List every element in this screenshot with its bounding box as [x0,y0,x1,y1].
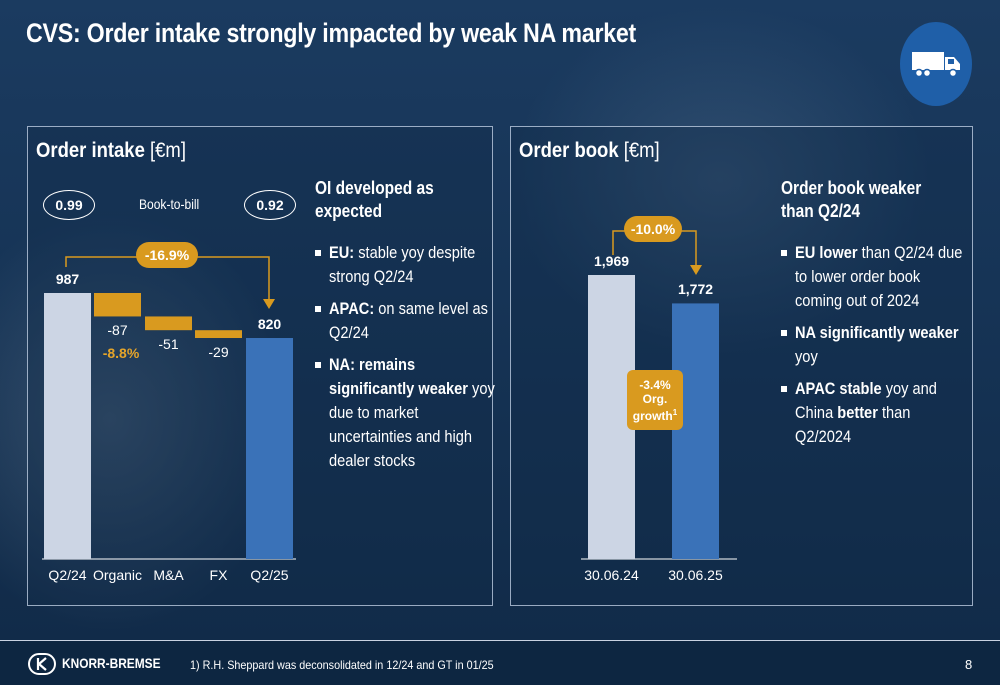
knorr-bremse-logo-icon [28,653,56,675]
btb-end-badge: 0.92 [244,190,296,220]
ob-category-30-06-24: 30.06.24 [584,567,639,583]
ob-value-30-06-24: 1,969 [593,253,630,269]
organic-pct-label: -8.8% [102,345,140,361]
ob-commentary: Order book weaker than Q2/24 EU lower th… [781,177,971,457]
oi-change-pill: -16.9% [136,242,198,268]
oi-bar-q2-25 [246,338,293,559]
order-intake-title-unit: [€m] [144,139,186,162]
oi-bar-q2-24 [44,293,91,559]
ob-bar-30-06-25 [672,303,719,559]
oi-bar-m-a [145,316,192,331]
order-intake-panel: Order intake [€m] 0.99 Book-to-bill 0.92… [27,126,495,606]
page-number: 8 [965,657,973,672]
org-growth-label: Org. [642,391,668,406]
oi-category-m-a: M&A [153,567,184,583]
org-growth-label2: growth [632,408,673,423]
oi-value-q2-24: 987 [55,271,80,287]
ob-value-30-06-25: 1,772 [677,281,714,298]
oi-value-organic: -87 [107,322,128,339]
btb-start-badge: 0.99 [43,190,95,220]
ob-bullet-eu: EU lower than Q2/24 due to lower order b… [781,241,971,313]
oi-bullet-na: NA: remains significantly weaker yoy due… [315,353,495,473]
oi-bar-fx [195,330,242,339]
org-growth-footnote-ref: 1 [672,407,678,417]
order-book-panel: Order book [€m] -10.0% 1,969 30.06.24 1,77… [510,126,973,606]
order-intake-title-bold: Order intake [36,139,145,162]
btb-label: Book-to-bill [139,196,200,212]
oi-value-q2-25: 820 [257,316,282,332]
ob-bullet-na: NA significantly weaker yoy [781,321,971,369]
oi-category-fx: FX [209,567,228,583]
footnote: 1) R.H. Sheppard was deconsolidated in 1… [190,658,494,672]
oi-value-fx: -29 [208,344,229,360]
brand-name: KNORR-BREMSE [62,655,161,671]
order-book-title-unit: [€m] [618,139,660,162]
oi-bullet-apac: APAC: on same level as Q2/24 [315,297,493,345]
oi-value-m-a: -51 [158,336,179,353]
ob-commentary-head: Order book weaker than Q2/24 [781,178,922,221]
oi-category-organic: Organic [92,567,143,583]
org-growth-pct: -3.4% [639,377,671,392]
oi-commentary: OI developed as expected EU: stable yoy … [315,177,495,481]
order-intake-title: Order intake [€m] [36,139,186,163]
ob-bullet-apac: APAC stable yoy and China better than Q2… [781,377,971,449]
oi-category-q2-24: Q2/24 [48,567,87,583]
oi-bar-organic [94,293,141,317]
truck-icon [912,52,960,78]
oi-bullet-eu: EU: stable yoy despite strong Q2/24 [315,241,493,289]
truck-badge [900,22,972,106]
org-growth-badge: -3.4% Org. growth1 [627,370,683,430]
oi-commentary-head: OI developed as expected [315,178,434,221]
oi-category-q2-25: Q2/25 [250,567,289,583]
page-title: CVS: Order intake strongly impacted by w… [26,18,637,48]
order-intake-chart [42,293,296,560]
order-book-title-bold: Order book [519,139,619,162]
ob-category-30-06-25: 30.06.25 [668,567,723,583]
footer: KNORR-BREMSE 1) R.H. Sheppard was decons… [0,640,1000,685]
order-book-title: Order book [€m] [519,139,660,163]
ob-change-pill: -10.0% [624,216,682,242]
